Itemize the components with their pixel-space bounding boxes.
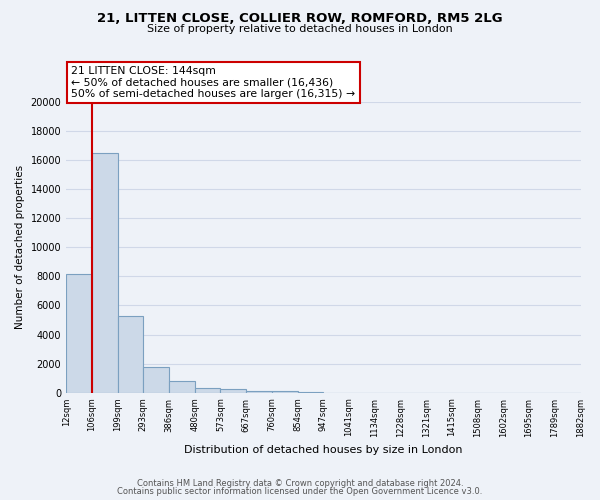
Bar [272, 391, 298, 392]
Bar [220, 389, 246, 392]
Text: 21, LITTEN CLOSE, COLLIER ROW, ROMFORD, RM5 2LG: 21, LITTEN CLOSE, COLLIER ROW, ROMFORD, … [97, 12, 503, 26]
Bar [92, 153, 118, 392]
Text: 21 LITTEN CLOSE: 144sqm
← 50% of detached houses are smaller (16,436)
50% of sem: 21 LITTEN CLOSE: 144sqm ← 50% of detache… [71, 66, 355, 99]
Bar [246, 390, 272, 392]
Text: Contains HM Land Registry data © Crown copyright and database right 2024.: Contains HM Land Registry data © Crown c… [137, 478, 463, 488]
Y-axis label: Number of detached properties: Number of detached properties [15, 166, 25, 330]
Bar [66, 274, 92, 392]
X-axis label: Distribution of detached houses by size in London: Distribution of detached houses by size … [184, 445, 463, 455]
Text: Contains public sector information licensed under the Open Government Licence v3: Contains public sector information licen… [118, 487, 482, 496]
Text: Size of property relative to detached houses in London: Size of property relative to detached ho… [147, 24, 453, 34]
Bar [143, 366, 169, 392]
Bar [169, 381, 195, 392]
Bar [118, 316, 143, 392]
Bar [195, 388, 220, 392]
